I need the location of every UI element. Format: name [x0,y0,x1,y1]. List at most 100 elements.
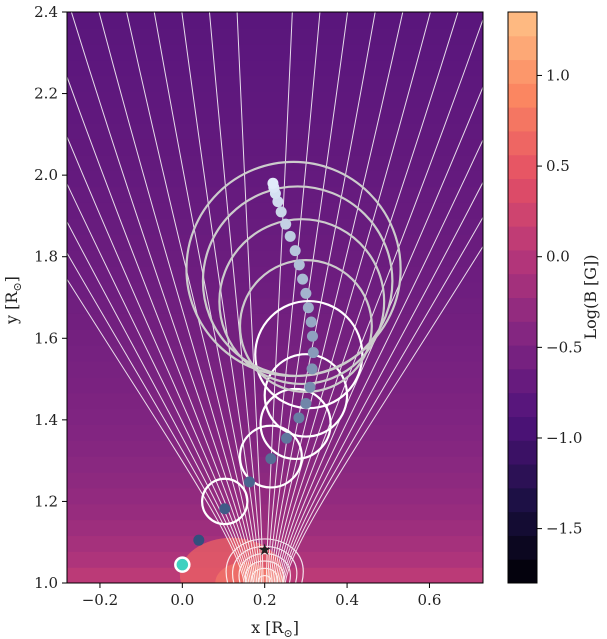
field-band [67,249,483,267]
colorbar-band [508,440,537,465]
closed-loop [238,553,291,583]
track-point [219,503,231,515]
field-band [67,91,483,108]
track-point [300,398,312,410]
field-band [67,456,483,473]
track-point [305,316,317,328]
track-point [174,556,191,573]
y-tick-label: 1.2 [34,492,58,510]
colorbar-band [508,273,537,298]
track-point [306,363,318,375]
colorbar-band [508,35,537,61]
field-band [67,234,483,251]
colorbar-band [508,368,537,394]
field-band [67,487,483,505]
closed-loop [225,538,304,583]
colorbar-band [508,487,537,513]
colorbar-band [508,130,537,156]
field-line [273,12,431,583]
colorbar-band [508,178,537,203]
cme-circle [238,259,373,394]
track-point [306,330,318,342]
closed-loop [251,567,278,583]
field-line [267,12,321,583]
y-tick-label: 2.0 [34,166,58,184]
field-line [270,12,376,583]
y-tick-label: 2.2 [34,85,58,103]
track-point [265,453,277,465]
field-line [126,12,258,583]
x-tick-label: −0.2 [82,591,118,609]
cme-track [174,177,319,573]
y-axis-label: y [R⊙] [2,276,24,325]
field-line [208,12,263,583]
track-point [193,534,205,546]
colorbar-band [508,321,537,346]
field-band [67,12,483,29]
y-axis: 1.0 1.2 1.4 1.6 1.8 2.0 2.2 2.4 [34,3,67,592]
colorbar-band [508,83,537,108]
field-band [67,408,483,425]
field-band [67,218,483,235]
field-band [67,138,483,156]
track-point [307,347,319,359]
colorbar-band [508,416,537,441]
colorbar-tick-label: −0.5 [546,338,582,356]
colorbar-band [508,535,537,560]
plot-frame [66,11,484,584]
track-point [284,230,296,242]
cme-circle [238,424,303,489]
track-point [243,476,255,488]
track-point [297,273,309,285]
field-band [67,281,483,299]
x-tick-label: 0.6 [418,591,442,609]
field-line [67,75,253,583]
field-band [67,297,483,314]
track-point [300,287,312,299]
colorbar: −1.5 −1.0 −0.5 0.0 0.5 1.0 Log(B [G]) [507,11,600,584]
x-axis-label: x [R⊙] [251,618,299,639]
colorbar-band [508,249,537,275]
colorbar-band [508,559,537,584]
track-point [293,259,305,271]
field-band [67,440,483,457]
field-line [67,182,250,583]
field-band [67,329,483,346]
track-point [304,381,316,393]
y-tick-label: 2.4 [34,3,58,21]
x-tick-label: 0.4 [335,591,359,609]
field-band [67,392,483,410]
colorbar-tick-label: 0.5 [546,157,570,175]
track-point [293,412,305,424]
closed-loop [257,575,272,583]
track-point [281,432,293,444]
colorbar-band [508,59,537,84]
colorbar-band [508,511,537,536]
field-band [67,43,483,61]
colorbar-tick-label: −1.5 [546,520,582,538]
field-line [276,17,483,583]
field-line [67,135,251,583]
field-line [153,12,259,583]
colorbar-tick-label: −1.0 [546,429,582,447]
colorbar-tick-label: 1.0 [546,66,570,84]
field-band [67,471,483,489]
source-star-marker: ★ [258,540,272,559]
field-line [281,181,483,583]
field-band [67,107,483,124]
field-line [284,245,483,583]
track-point [275,206,287,218]
cme-circle [200,477,249,526]
plot-area: ★ [67,12,483,583]
field-band [67,503,483,521]
field-line [236,12,264,583]
colorbar-tick-label: 0.0 [546,248,570,266]
field-line [268,12,349,583]
field-band [67,424,483,441]
track-point [280,218,292,230]
track-point [302,302,314,314]
x-tick-label: 0.0 [170,591,194,609]
colorbar-frame [507,11,538,584]
colorbar-band [508,297,537,322]
